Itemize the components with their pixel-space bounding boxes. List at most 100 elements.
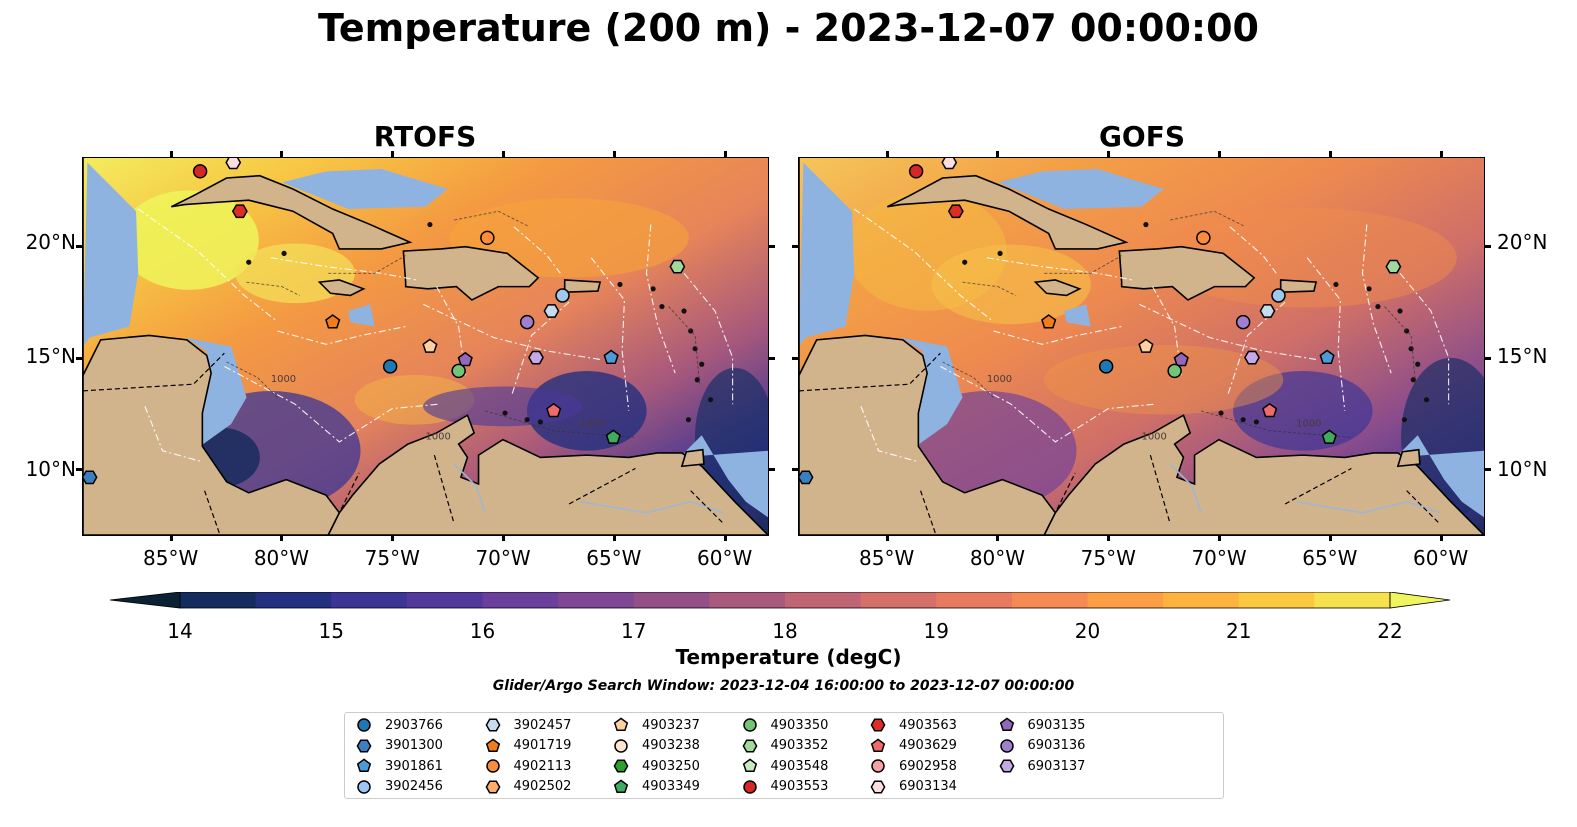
- panel-title-rtofs: RTOFS: [373, 120, 477, 153]
- shelf-4: [348, 304, 375, 327]
- float-6903136[interactable]: [1235, 314, 1251, 330]
- float-3902456[interactable]: [1271, 288, 1286, 303]
- legend-marker-4902502[interactable]: [485, 780, 500, 793]
- lat-tick-20-left: 20°N: [25, 230, 76, 254]
- float-4903563[interactable]: [231, 204, 248, 219]
- map-gofs[interactable]: 1000 1000 1000: [798, 157, 1485, 536]
- legend-marker-4903350[interactable]: [742, 718, 757, 732]
- legend-marker-4902113[interactable]: [485, 759, 500, 773]
- float-6903137[interactable]: [528, 350, 544, 365]
- legend-item-6902958: 6902958: [869, 756, 957, 776]
- lon-tick-l-0: 85°W: [143, 546, 199, 570]
- lat-tick-20-right: 20°N: [1497, 230, 1548, 254]
- float-4903349[interactable]: [1321, 429, 1337, 444]
- legend-marker-4901719[interactable]: [485, 737, 500, 752]
- legend-marker-6903137[interactable]: [999, 759, 1014, 773]
- float-6903137[interactable]: [1244, 350, 1260, 365]
- float-4903563[interactable]: [947, 204, 964, 219]
- float-4902113[interactable]: [480, 230, 495, 246]
- island-8: [617, 281, 623, 287]
- float-4903352[interactable]: [1385, 259, 1402, 274]
- colorbar-tick-16: 16: [469, 619, 496, 643]
- island-5: [1397, 308, 1403, 314]
- float-3902456[interactable]: [555, 288, 570, 303]
- float-6903135[interactable]: [1173, 351, 1189, 367]
- float-3901861[interactable]: [1319, 349, 1335, 365]
- island-8: [1333, 281, 1339, 287]
- float-4903553[interactable]: [192, 164, 208, 179]
- legend-marker-2903766[interactable]: [357, 718, 371, 732]
- circle-marker-icon: [485, 759, 500, 773]
- colorbar-seg-4: [482, 592, 559, 608]
- hexagon-marker-icon: [613, 759, 629, 773]
- legend-marker-4903250[interactable]: [613, 759, 629, 773]
- float-4903629[interactable]: [1262, 402, 1278, 418]
- legend-marker-6903135[interactable]: [999, 717, 1014, 732]
- legend-item-6903137: 6903137: [998, 756, 1085, 776]
- circle-marker-icon: [871, 759, 885, 773]
- float-4903350[interactable]: [451, 363, 466, 379]
- legend-marker-3902456[interactable]: [357, 779, 371, 794]
- float-6903136[interactable]: [519, 314, 535, 330]
- legend-marker-4903349[interactable]: [613, 778, 629, 793]
- shelf-3: [679, 435, 768, 518]
- legend-marker-3901300[interactable]: [356, 739, 372, 752]
- legend-marker-4903237[interactable]: [613, 717, 629, 732]
- shelf-3: [1395, 435, 1484, 518]
- legend-label: 4903352: [770, 738, 829, 753]
- island-4: [685, 417, 692, 423]
- lon-tick-l-5: 60°W: [697, 546, 753, 570]
- legend-label: 6903134: [899, 779, 957, 794]
- legend-item-4903238: 4903238: [612, 736, 700, 756]
- float-4903553[interactable]: [908, 164, 924, 179]
- hexagon-marker-icon: [485, 780, 500, 793]
- float-4902113[interactable]: [1196, 230, 1211, 246]
- float-6903135[interactable]: [457, 351, 473, 367]
- float-3902457[interactable]: [1259, 304, 1276, 318]
- float-4901719[interactable]: [325, 314, 341, 329]
- legend-item-4903548: 4903548: [741, 756, 828, 776]
- map-canvas-rtofs: 1000 1000 1000: [83, 158, 768, 535]
- legend-label: 6903136: [1027, 738, 1086, 753]
- legend-marker-4903352[interactable]: [742, 739, 757, 752]
- float-4903237[interactable]: [1138, 338, 1154, 353]
- lon-tick-l-4: 65°W: [586, 546, 642, 570]
- legend-marker-6902958[interactable]: [871, 759, 885, 773]
- float-3901300[interactable]: [799, 470, 814, 485]
- legend-marker-4903238[interactable]: [614, 738, 628, 753]
- legend-marker-4903629[interactable]: [870, 737, 886, 752]
- legend-marker-4903563[interactable]: [870, 718, 886, 732]
- legend-marker-6903134[interactable]: [870, 780, 886, 793]
- float-3902457[interactable]: [543, 304, 560, 318]
- legend-label: 4903563: [899, 717, 957, 733]
- colorbar-seg-3: [406, 592, 483, 608]
- float-4903629[interactable]: [546, 402, 562, 418]
- float-4903350[interactable]: [1167, 363, 1182, 379]
- float-4901719[interactable]: [1041, 314, 1057, 329]
- float-3901300[interactable]: [83, 470, 98, 485]
- legend-marker-6903136[interactable]: [999, 738, 1014, 753]
- legend-marker-4903548[interactable]: [742, 758, 757, 773]
- island-15: [1143, 221, 1149, 228]
- legend-marker-3902457[interactable]: [485, 718, 500, 732]
- legend-item-4901719: 4901719: [484, 736, 571, 756]
- search-window-text: Glider/Argo Search Window: 2023-12-04 16…: [492, 678, 1075, 694]
- landmass-5: [327, 414, 768, 535]
- float-4903237[interactable]: [422, 338, 438, 353]
- legend-marker-3901861[interactable]: [356, 758, 372, 773]
- legend-marker-4903553[interactable]: [742, 779, 757, 794]
- colorbar-tick-19: 19: [923, 619, 949, 643]
- legend-item-4903349: 4903349: [612, 777, 700, 797]
- float-2903766[interactable]: [382, 359, 398, 374]
- float-4903352[interactable]: [669, 259, 686, 274]
- map-rtofs[interactable]: 1000 1000 1000: [82, 157, 769, 536]
- legend-item-4903237: 4903237: [612, 715, 700, 735]
- float-6903134[interactable]: [941, 158, 958, 170]
- float-3901861[interactable]: [603, 349, 619, 365]
- float-4903349[interactable]: [605, 429, 621, 444]
- colorbar-seg-0: [180, 592, 257, 608]
- float-2903766[interactable]: [1098, 359, 1114, 374]
- float-6903134[interactable]: [225, 158, 242, 170]
- circle-marker-icon: [742, 718, 757, 732]
- island-7: [1366, 286, 1372, 292]
